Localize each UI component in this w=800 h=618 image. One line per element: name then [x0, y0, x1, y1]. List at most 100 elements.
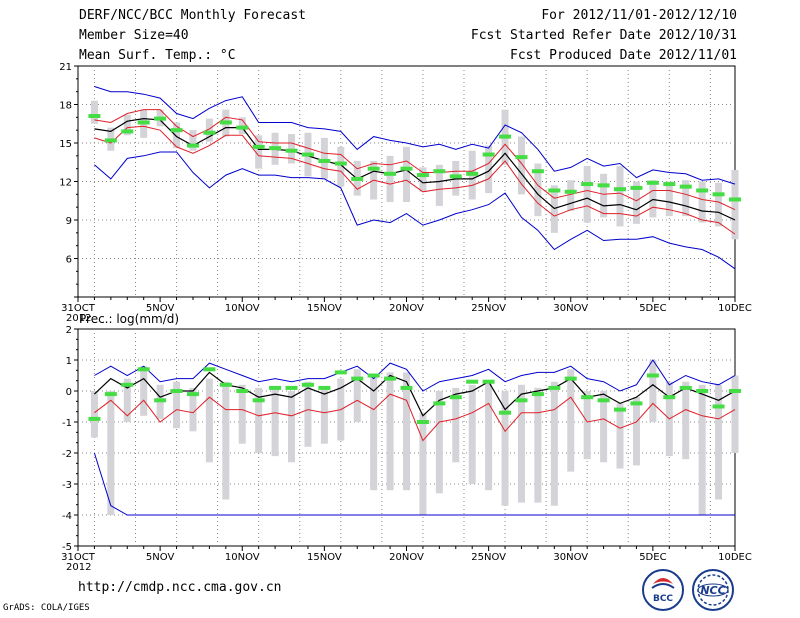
- temp-xtick-label: 10NOV: [225, 303, 260, 314]
- prec-obs-marker: [466, 379, 479, 384]
- prec-obs-marker: [137, 367, 150, 372]
- temp-obs-marker: [581, 182, 594, 187]
- prec-obs-marker: [285, 385, 298, 390]
- footer-url[interactable]: http://cmdp.ncc.cma.gov.cn: [78, 580, 282, 595]
- temp-line-min: [94, 151, 736, 270]
- temp-spread-box: [600, 173, 608, 218]
- chart-title: DERF/NCC/BCC Monthly Forecast: [79, 8, 306, 23]
- temp-obs-marker: [531, 169, 544, 174]
- prec-obs-marker: [679, 385, 692, 390]
- prec-obs-marker: [269, 385, 282, 390]
- prec-obs-marker: [416, 420, 429, 424]
- temp-spread-box: [337, 146, 345, 187]
- prec-line-mean: [93, 371, 736, 417]
- prec-spread-box: [632, 397, 640, 466]
- prec-obs-marker: [646, 373, 659, 378]
- bcc-logo-text: BCC: [653, 594, 673, 604]
- prec-spread-box: [386, 372, 394, 491]
- temp-obs-marker: [400, 166, 413, 171]
- prec-obs-marker: [499, 410, 512, 415]
- temp-line-p90: [94, 109, 736, 211]
- prec-xtick-label: 15NOV: [307, 552, 342, 563]
- temp-xtick-label: 15NOV: [307, 303, 342, 314]
- prec-obs-marker: [384, 376, 397, 381]
- temp-ytick-label: 21: [59, 62, 72, 73]
- prec-spread-box: [140, 366, 148, 416]
- prec-xtick-label: 10NOV: [225, 552, 260, 563]
- temp-spread-box: [665, 181, 673, 217]
- prec-spread-box: [485, 381, 493, 491]
- prec-obs-marker: [219, 382, 232, 387]
- prec-obs-marker: [154, 398, 167, 403]
- prec-spread-box: [205, 378, 213, 463]
- variable-label: Mean Surf. Temp.: °C: [79, 48, 236, 63]
- prec-ytick-label: -5: [62, 542, 72, 553]
- prec-spread-box: [123, 378, 131, 422]
- prec-year-label: 2012: [66, 562, 91, 573]
- prec-obs-marker: [581, 395, 594, 400]
- temp-obs-marker: [104, 138, 117, 143]
- prec-spread-box: [435, 391, 443, 494]
- prec-obs-marker: [449, 395, 462, 400]
- temp-year-label: 2012: [66, 313, 91, 324]
- prec-obs-marker: [696, 389, 709, 393]
- prec-obs-marker: [367, 373, 380, 378]
- prec-spread-box: [649, 360, 657, 422]
- prec-obs-marker: [88, 416, 101, 421]
- prec-obs-marker: [614, 407, 627, 412]
- temp-ytick-label: 12: [59, 178, 72, 189]
- prec-obs-marker: [564, 376, 577, 381]
- prec-xtick-label: 25NOV: [471, 552, 506, 563]
- temp-obs-marker: [614, 187, 627, 192]
- temp-obs-marker: [696, 188, 709, 193]
- prec-xtick-label: 10DEC: [718, 552, 752, 563]
- prec-obs-marker: [351, 376, 364, 381]
- prec-spread-box: [731, 375, 739, 453]
- temp-obs-marker: [154, 116, 167, 121]
- started-date: Fcst Started Refer Date 2012/10/31: [470, 28, 737, 43]
- temp-spread-box: [435, 164, 443, 206]
- temp-spread-box: [583, 166, 591, 223]
- temp-obs-marker: [515, 155, 528, 160]
- header-left: DERF/NCC/BCC Monthly Forecast Member Siz…: [79, 7, 306, 67]
- temp-spread-box: [534, 163, 542, 217]
- prec-spread-box: [567, 369, 575, 472]
- temp-obs-marker: [137, 120, 150, 125]
- prec-obs-marker: [318, 385, 331, 390]
- prec-obs-marker: [433, 401, 446, 406]
- temp-obs-marker: [679, 184, 692, 189]
- prec-obs-marker: [515, 398, 528, 403]
- prec-spread-box: [189, 387, 197, 432]
- temp-ytick-label: 6: [66, 255, 72, 266]
- prec-ytick-label: 0: [66, 387, 72, 398]
- prec-obs-marker: [121, 382, 134, 387]
- prec-obs-marker: [548, 385, 561, 390]
- temp-obs-marker: [219, 120, 232, 125]
- prec-xtick-label: 5NOV: [146, 552, 175, 563]
- temp-xtick-label: 25NOV: [471, 303, 506, 314]
- temp-obs-marker: [416, 173, 429, 178]
- temp-obs-marker: [712, 192, 725, 197]
- temp-obs-marker: [597, 183, 610, 188]
- temp-spread-box: [320, 137, 328, 179]
- prec-obs-marker: [531, 392, 544, 397]
- temp-spread-box: [255, 135, 263, 169]
- prec-spread-box: [534, 387, 542, 503]
- temp-obs-marker: [433, 169, 446, 174]
- prec-spread-box: [238, 384, 246, 444]
- prec-xtick-label: 5DEC: [639, 552, 666, 563]
- temp-ytick-label: 15: [59, 139, 72, 150]
- temp-spread-box: [123, 114, 131, 136]
- prec-spread-box: [173, 381, 181, 429]
- prec-ytick-label: -2: [62, 449, 72, 460]
- prec-spread-box: [353, 369, 361, 422]
- prec-obs-marker: [170, 389, 183, 393]
- prec-obs-marker: [663, 395, 676, 400]
- prec-spread-box: [550, 381, 558, 506]
- prec-spread-box: [222, 381, 230, 500]
- temp-spread-box: [517, 136, 525, 195]
- temp-spread-box: [616, 166, 624, 227]
- prec-obs-marker: [301, 382, 314, 387]
- forecast-period: For 2012/11/01-2012/12/10: [541, 8, 737, 23]
